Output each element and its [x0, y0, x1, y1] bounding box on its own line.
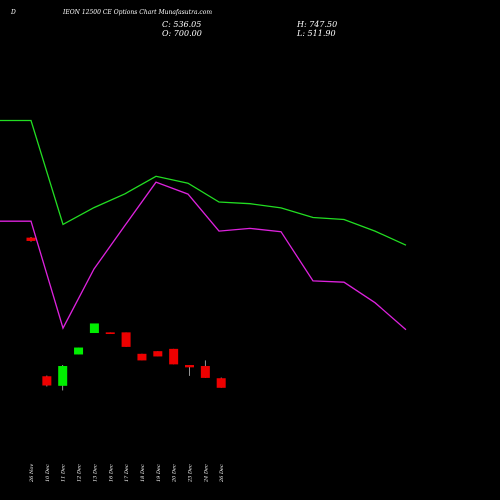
candle-body-down [216, 378, 226, 388]
ma-line-1 [0, 119, 407, 246]
x-tick-label: 26 Nov [29, 464, 35, 483]
candle-body-down [137, 353, 147, 361]
x-tick-label: 19 Dec [156, 464, 162, 482]
candle-body-up [74, 347, 84, 355]
candle [137, 353, 147, 361]
x-tick-label: 10 Dec [45, 464, 51, 482]
x-tick-label: 18 Dec [140, 464, 146, 482]
x-tick-label: 13 Dec [92, 464, 98, 482]
x-tick-label: 23 Dec [188, 464, 194, 483]
candle-body-down [153, 351, 163, 357]
x-tick-label: 20 Dec [172, 464, 178, 483]
candle-body-down [121, 332, 131, 347]
candle-body-up [58, 366, 68, 386]
candle [169, 348, 179, 365]
candle [121, 332, 131, 347]
chart-title: IEON 12500 CE Options Chart Munafasutra.… [63, 9, 213, 16]
candles [26, 236, 226, 391]
candle [42, 375, 52, 387]
candle [105, 332, 115, 335]
x-tick-label: 11 Dec [61, 464, 67, 482]
candle [185, 365, 194, 376]
low-value: L: 511.90 [297, 29, 336, 38]
ma-line-2 [0, 181, 407, 331]
candle-body-down [105, 332, 115, 335]
candle-body-down [42, 376, 52, 386]
candle-body-down [169, 348, 179, 365]
candle-body-down [200, 366, 210, 378]
x-tick-label: 12 Dec [77, 464, 83, 482]
open-value: O: 700.00 [162, 29, 202, 38]
x-tick-label: 24 Dec [203, 464, 209, 483]
high-value: H: 747.50 [297, 20, 338, 29]
x-tick-label: 16 Dec [108, 464, 114, 482]
x-axis-ticks: 26 Nov 10 Dec 11 Dec 12 Dec 13 Dec 16 Dec 17 D… [29, 464, 225, 483]
chart-symbol: D [11, 9, 16, 16]
x-tick-label: 17 Dec [124, 464, 130, 482]
candle [26, 236, 36, 242]
candle [153, 351, 163, 357]
candle-body-down [26, 237, 36, 241]
candle [200, 360, 210, 378]
x-tick-label: 26 Dec [219, 464, 225, 483]
candle-body-down [185, 365, 194, 368]
candle-body-up [89, 323, 99, 334]
candle [89, 323, 99, 334]
candle [58, 365, 68, 391]
candle [74, 347, 84, 355]
candle [216, 377, 226, 388]
close-value: C: 536.05 [162, 20, 202, 29]
moving-average-lines [0, 119, 407, 331]
